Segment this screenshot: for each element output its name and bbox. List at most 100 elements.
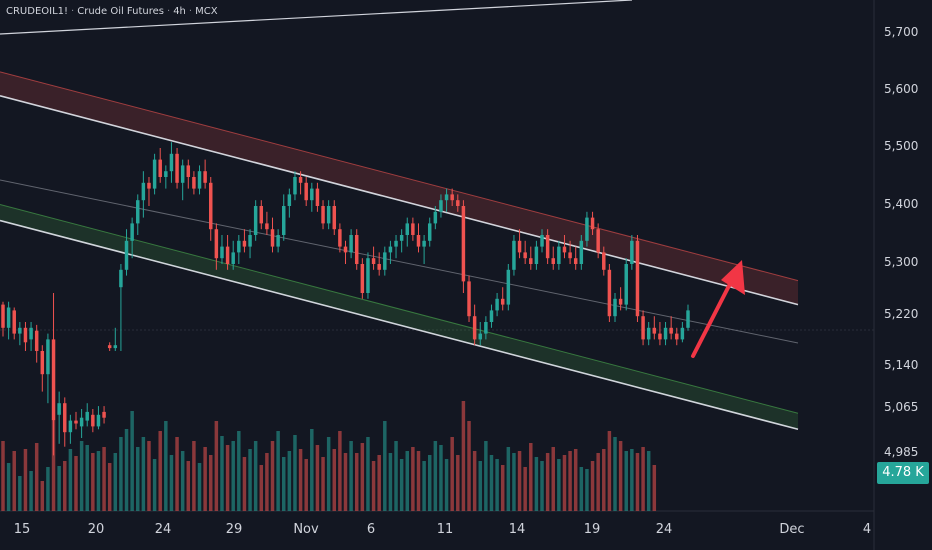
candle-body — [568, 252, 572, 259]
candle — [534, 240, 539, 270]
candle — [444, 188, 449, 212]
candle-body — [63, 403, 67, 433]
candle — [46, 333, 50, 404]
candle — [663, 322, 668, 346]
candle-body — [130, 223, 134, 241]
candle — [635, 235, 640, 322]
candle — [343, 240, 348, 264]
candle-body — [366, 258, 370, 293]
candle-body — [545, 235, 550, 259]
candle-body — [602, 252, 606, 270]
candle-body — [321, 206, 325, 224]
candle — [1, 301, 5, 337]
volume-bar — [573, 449, 578, 511]
candle-body — [383, 252, 387, 270]
volume-bar — [354, 453, 359, 511]
candle — [203, 159, 207, 189]
volume-bar — [209, 455, 213, 511]
candle — [79, 409, 84, 438]
candle-body — [310, 188, 314, 201]
candle-body — [540, 235, 544, 247]
volume-bar — [478, 461, 482, 511]
candle-body — [68, 420, 73, 433]
candle — [85, 403, 89, 427]
volume-bar — [231, 441, 235, 511]
volume-bar — [540, 461, 544, 511]
candle — [461, 200, 466, 293]
candle-body — [349, 235, 353, 253]
volume-bar — [147, 441, 151, 511]
candle-body — [534, 246, 539, 264]
candle — [377, 252, 381, 276]
candle — [366, 252, 370, 299]
arrow-annotation[interactable] — [691, 260, 745, 358]
candle-body — [34, 330, 39, 351]
candle-body — [467, 281, 471, 317]
candle-body — [478, 333, 482, 340]
volume-bar — [186, 461, 191, 511]
candle-body — [495, 298, 499, 311]
volume-bar — [652, 465, 657, 511]
y-tick-label: 5,400 — [884, 197, 918, 211]
y-tick-label: 5,300 — [884, 255, 918, 269]
candle — [231, 240, 235, 270]
upper-channel-line — [0, 95, 799, 306]
volume-bar — [523, 467, 527, 511]
volume-bar — [130, 411, 134, 511]
candle-body — [461, 206, 466, 282]
volume-bar — [321, 457, 325, 511]
chart-interval[interactable]: 4h — [173, 6, 186, 17]
candle-body — [57, 403, 61, 415]
candle-body — [686, 310, 690, 328]
candle-body — [394, 240, 398, 247]
candle-body — [220, 246, 224, 259]
candle — [579, 235, 584, 270]
candle — [304, 177, 308, 206]
volume-bar — [119, 437, 123, 511]
candle-body — [298, 177, 303, 183]
candle — [557, 240, 561, 270]
candle — [242, 229, 247, 253]
upper-trend-line[interactable] — [0, 0, 633, 35]
candle-body — [343, 246, 348, 253]
candle-body — [164, 171, 168, 177]
volume-bar — [124, 429, 129, 511]
volume-bar — [551, 447, 555, 511]
channel-lines[interactable] — [0, 71, 799, 431]
volume-bar — [383, 421, 387, 511]
candle — [91, 409, 95, 433]
candle-body — [675, 333, 679, 340]
candle-body — [12, 310, 16, 334]
x-tick-label: 24 — [656, 522, 673, 537]
volume-bar — [180, 451, 185, 511]
lower-channel-line — [0, 204, 799, 414]
volume-bar — [304, 459, 308, 511]
symbol-name: Crude Oil Futures — [77, 6, 164, 17]
volume-bar — [287, 451, 292, 511]
candle — [399, 229, 404, 253]
candle — [394, 235, 398, 259]
candle — [354, 229, 359, 270]
volume-bar — [590, 461, 595, 511]
candle — [321, 200, 325, 230]
volume-bar — [91, 453, 95, 511]
volume-bar — [646, 451, 651, 511]
candle-body — [450, 194, 454, 201]
candle-body — [209, 182, 213, 230]
candle — [500, 287, 505, 311]
volume-bar — [68, 449, 73, 511]
volume-bar — [427, 455, 432, 511]
volume-bar — [23, 449, 28, 511]
volume-bar — [265, 453, 269, 511]
volume-bar — [248, 449, 252, 511]
candle — [6, 301, 11, 340]
volume-bar — [298, 449, 303, 511]
y-tick-label: 5,065 — [884, 400, 918, 414]
candle-body — [371, 258, 376, 264]
volume-bar — [624, 451, 628, 511]
volume-bar — [158, 431, 162, 511]
candle — [439, 194, 443, 218]
candle — [416, 223, 421, 253]
symbol-ticker[interactable]: CRUDEOIL1! — [6, 6, 69, 17]
